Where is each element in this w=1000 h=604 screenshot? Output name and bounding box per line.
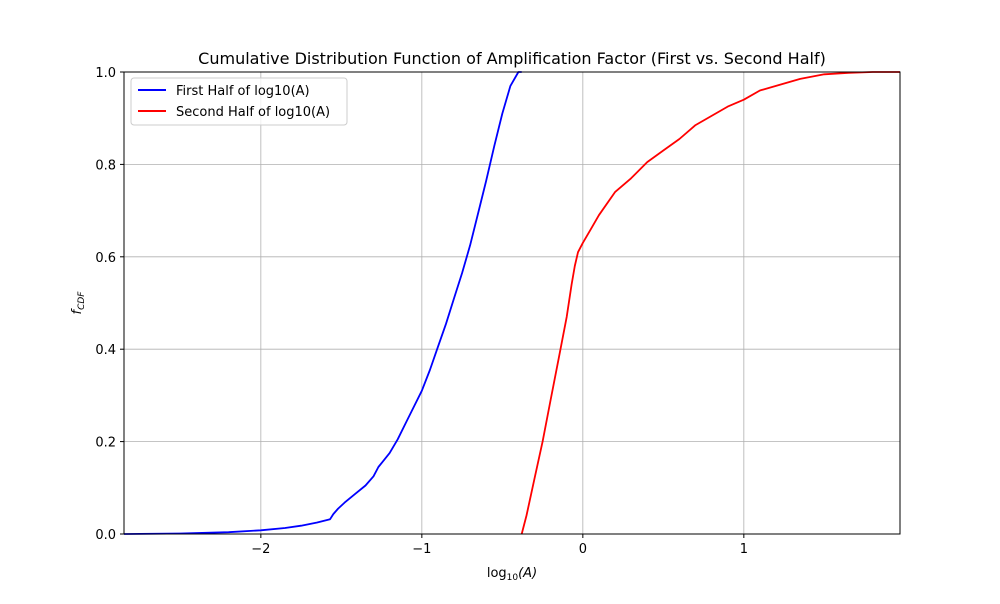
y-tick-label: 0.6 xyxy=(95,251,116,266)
x-tick-label: 1 xyxy=(740,542,748,557)
y-axis-label-base: f xyxy=(70,307,85,314)
y-tick-label: 0.8 xyxy=(95,158,116,173)
legend: First Half of log10(A) Second Half of lo… xyxy=(130,77,348,126)
x-axis-label: log10(A) xyxy=(487,566,537,583)
x-tick-label: −1 xyxy=(412,542,431,557)
y-axis-label: fCDF xyxy=(70,291,87,315)
y-axis-label-subscript: CDF xyxy=(77,291,87,310)
series-line-second-half xyxy=(520,71,900,535)
chart-title: Cumulative Distribution Function of Ampl… xyxy=(198,49,826,68)
y-tick-label: 0.4 xyxy=(95,343,116,358)
legend-label-first-half: First Half of log10(A) xyxy=(176,84,310,99)
x-axis: −2 −1 0 1 xyxy=(251,534,748,557)
legend-label-second-half: Second Half of log10(A) xyxy=(176,105,330,120)
x-tick-label: 0 xyxy=(579,542,587,557)
x-tick-label: −2 xyxy=(251,542,270,557)
x-axis-label-subscript: 10 xyxy=(507,573,519,583)
series-line-first-half xyxy=(123,71,522,535)
y-tick-label: 0.0 xyxy=(95,528,116,543)
y-axis: 0.0 0.2 0.4 0.6 0.8 1.0 xyxy=(95,66,124,543)
legend-box xyxy=(130,77,348,126)
y-tick-label: 0.2 xyxy=(95,436,116,451)
series-layer xyxy=(123,71,900,535)
x-axis-label-rest: (A) xyxy=(518,566,537,581)
x-axis-label-base: log xyxy=(487,566,507,581)
plot-frame xyxy=(123,71,901,535)
y-tick-label: 1.0 xyxy=(95,66,116,81)
grid xyxy=(124,71,900,535)
